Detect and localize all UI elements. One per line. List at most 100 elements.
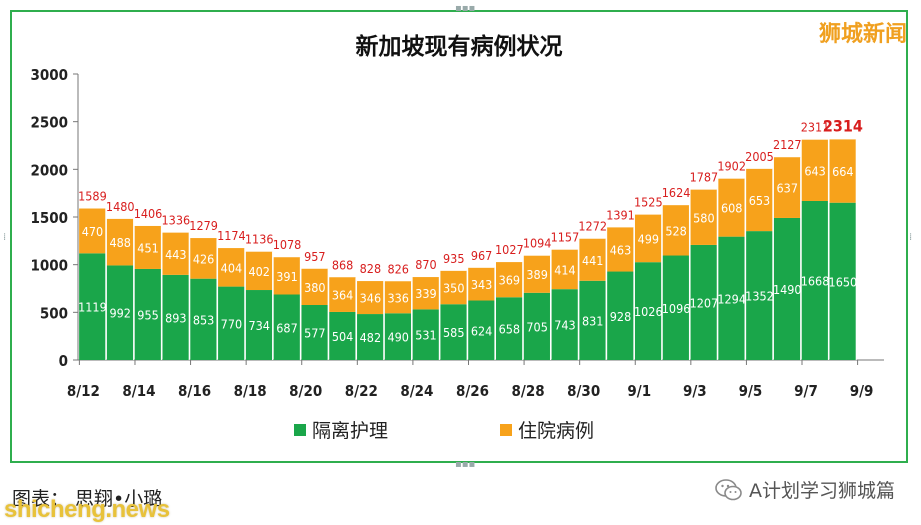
- bar-hospital: [301, 268, 329, 305]
- x-tick-label: 9/5: [739, 382, 763, 400]
- resize-handle-left[interactable]: ⁞: [3, 232, 7, 243]
- resize-handle-right[interactable]: ⁞: [909, 232, 913, 243]
- data-label-isolation: 1668: [801, 273, 830, 288]
- resize-handle-top[interactable]: ▪▪▪: [455, 3, 476, 14]
- y-tick-label: 3000: [30, 66, 68, 84]
- bar-hospital: [690, 189, 718, 245]
- bar-isolation: [523, 292, 551, 360]
- chart-title: 新加坡现有病例状况: [356, 33, 563, 60]
- y-tick-label: 0: [59, 352, 68, 370]
- data-label-total: 1406: [134, 206, 163, 221]
- data-label-isolation: 1294: [717, 291, 746, 306]
- data-label-total: 1136: [245, 232, 274, 247]
- data-label-total: 1391: [606, 207, 635, 222]
- data-label-isolation: 1096: [662, 301, 691, 316]
- bar-isolation: [329, 311, 356, 360]
- bar-hospital: [579, 238, 607, 281]
- data-label-hospital: 470: [82, 224, 103, 239]
- bar-isolation: [607, 271, 634, 360]
- bar-isolation: [134, 268, 162, 360]
- bar-isolation: [718, 236, 746, 360]
- legend-label-hospital: 住院病例: [518, 420, 594, 442]
- data-label-hospital: 404: [221, 260, 242, 275]
- bar-hospital: [829, 139, 857, 203]
- legend-label-isolation: 隔离护理: [312, 420, 388, 442]
- legend-swatch-hospital: [500, 424, 512, 436]
- data-label-isolation: 743: [554, 318, 575, 333]
- data-label-hospital: 414: [554, 262, 575, 277]
- data-label-hospital: 653: [749, 193, 770, 208]
- bar-isolation: [690, 244, 718, 360]
- bar-isolation: [496, 297, 523, 360]
- bar-hospital: [440, 270, 468, 305]
- data-label-isolation: 734: [248, 318, 269, 333]
- data-label-total: 967: [471, 248, 492, 263]
- bar-isolation: [440, 304, 468, 360]
- data-label-total: 826: [387, 261, 408, 276]
- bar-hospital: [523, 255, 551, 293]
- bar-isolation: [301, 304, 329, 360]
- x-tick-label: 8/20: [289, 382, 322, 400]
- data-label-total: 957: [304, 249, 325, 264]
- data-label-isolation: 504: [332, 329, 353, 344]
- data-label-isolation: 577: [304, 325, 325, 340]
- data-label-hospital: 441: [582, 253, 603, 268]
- data-label-total: 1336: [162, 213, 191, 228]
- data-label-isolation: 928: [610, 309, 631, 324]
- data-label-hospital: 389: [526, 267, 547, 282]
- bar-hospital: [162, 232, 190, 275]
- bar-hospital: [634, 214, 662, 263]
- wechat-account-label: A计划学习狮城篇: [749, 480, 895, 502]
- data-label-hospital: 350: [443, 281, 464, 296]
- watermark: shicheng.news: [4, 496, 170, 523]
- x-tick-label: 9/7: [794, 382, 818, 400]
- bar-hospital: [468, 267, 495, 301]
- x-tick-label: 8/24: [400, 382, 433, 400]
- data-label-total: 1279: [189, 218, 218, 233]
- y-tick-label: 2000: [30, 161, 68, 179]
- data-label-total: 2127: [773, 137, 802, 152]
- bar-hospital: [607, 227, 634, 272]
- bar-hospital: [801, 139, 829, 201]
- x-tick-label: 8/12: [67, 382, 100, 400]
- x-tick-label: 9/9: [850, 382, 874, 400]
- resize-handle-bottom[interactable]: ▪▪▪: [455, 459, 476, 470]
- x-tick-label: 9/1: [627, 382, 651, 400]
- data-label-hospital: 339: [415, 286, 436, 301]
- data-label-total: 1157: [551, 230, 580, 245]
- y-tick-label: 2500: [30, 114, 68, 132]
- data-label-isolation: 1026: [634, 304, 663, 319]
- x-tick-label: 9/3: [683, 382, 707, 400]
- data-label-isolation: 1352: [745, 289, 774, 304]
- brand-logo-text: 狮城新闻: [818, 22, 907, 47]
- data-label-hospital: 580: [693, 210, 714, 225]
- wechat-account[interactable]: A计划学习狮城篇: [715, 476, 895, 503]
- legend-swatch-isolation: [294, 424, 306, 436]
- bar-isolation: [579, 280, 607, 360]
- bar-hospital: [551, 249, 579, 290]
- data-label-hospital: 364: [332, 288, 353, 303]
- data-label-hospital: 443: [165, 247, 186, 262]
- data-label-total: 2314: [823, 116, 863, 135]
- bar-hospital: [384, 281, 412, 314]
- y-tick-label: 1000: [30, 257, 68, 275]
- data-label-total: 870: [415, 257, 436, 272]
- data-label-hospital: 664: [832, 164, 853, 179]
- y-tick-label: 1500: [30, 209, 68, 227]
- data-label-isolation: 531: [415, 328, 436, 343]
- data-label-isolation: 955: [137, 307, 158, 322]
- chart-frame: 新加坡现有病例状况 0 500 1000 1500 2000 2500 3000 1119 470…: [10, 10, 908, 463]
- data-label-total: 1174: [217, 228, 246, 243]
- data-label-hospital: 608: [721, 201, 742, 216]
- bar-hospital: [218, 248, 245, 287]
- data-label-isolation: 658: [499, 322, 520, 337]
- data-label-total: 1078: [273, 237, 302, 252]
- bar-hospital: [245, 251, 273, 291]
- bar-hospital: [329, 277, 356, 312]
- bar-hospital: [496, 262, 523, 298]
- y-tick-label: 500: [40, 304, 68, 322]
- x-tick-label: 8/26: [456, 382, 489, 400]
- data-label-hospital: 343: [471, 277, 492, 292]
- data-label-isolation: 893: [165, 310, 186, 325]
- data-label-isolation: 482: [360, 330, 381, 345]
